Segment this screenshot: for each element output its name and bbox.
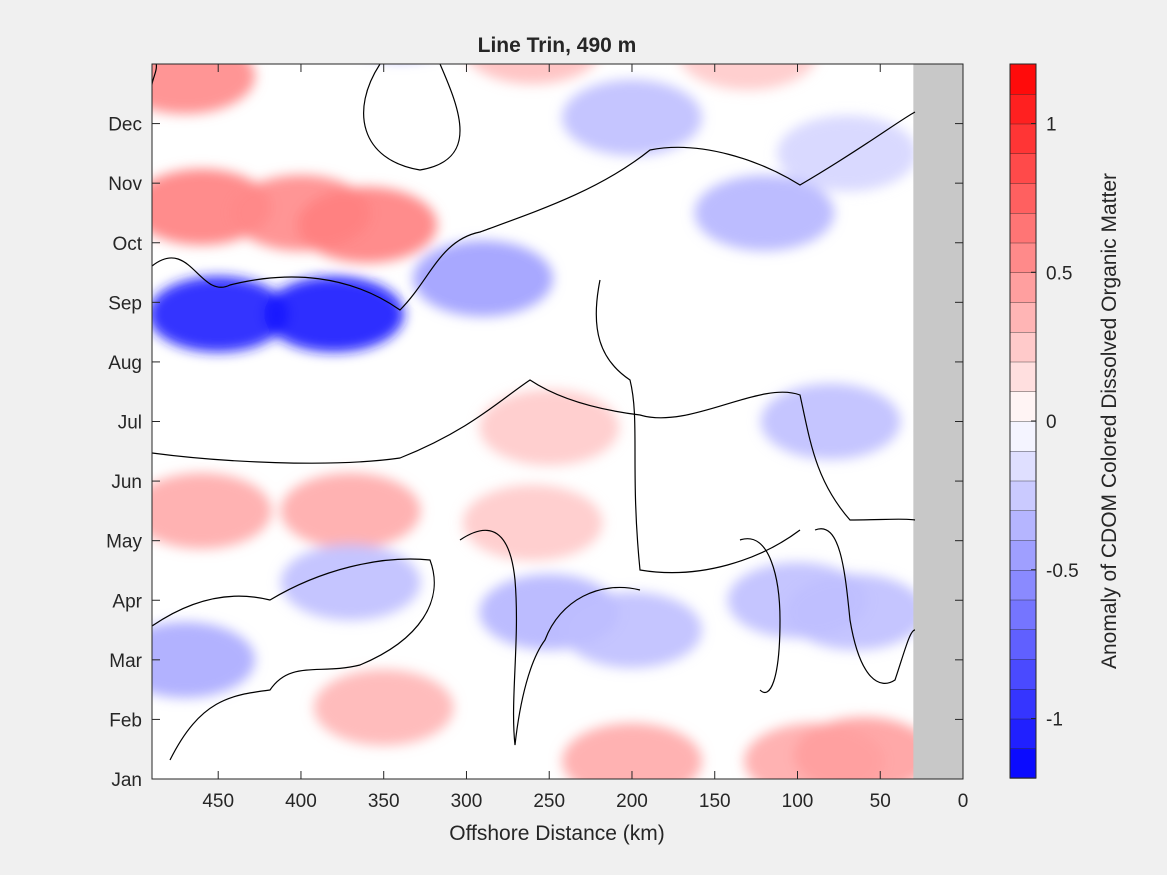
anomaly-feature [681, 64, 815, 91]
colorbar-band [1009, 391, 1037, 422]
colorbar-band [1009, 272, 1037, 303]
anomaly-feature [280, 472, 421, 549]
anomaly-feature [760, 383, 901, 460]
chart-title: Line Trin, 490 m [478, 34, 637, 57]
anomaly-feature [562, 723, 702, 779]
colorbar-band [1009, 510, 1037, 541]
colorbar-band [1009, 93, 1037, 125]
colorbar-band [1009, 361, 1037, 392]
colorbar-band [1009, 748, 1037, 779]
zero-contour-lines [152, 64, 916, 761]
colorbar-band [1009, 599, 1037, 630]
no-data-region [913, 64, 963, 779]
anomaly-feature [462, 484, 603, 561]
x-tick-label: 250 [533, 791, 565, 812]
anomaly-feature [694, 174, 835, 251]
anomaly-feature [280, 544, 421, 621]
colorbar-tick-label: 0 [1046, 412, 1057, 433]
x-tick-label: 0 [958, 791, 969, 812]
anomaly-feature [330, 0, 470, 60]
colorbar-band [1009, 569, 1037, 601]
colorbar-band [1009, 63, 1037, 95]
x-tick-label: 200 [616, 791, 648, 812]
colorbar-band [1009, 331, 1037, 363]
colorbar-band [1009, 182, 1037, 214]
colorbar-band [1009, 539, 1037, 571]
x-tick-label: 100 [782, 791, 814, 812]
colorbar-band [1009, 153, 1037, 184]
anomaly-feature [561, 592, 702, 669]
y-tick-label: Mar [109, 651, 142, 672]
y-tick-label: May [106, 532, 142, 553]
colorbar-tick-label: -0.5 [1046, 561, 1079, 582]
colorbar-band [1009, 450, 1037, 482]
colorbar-label: Anomaly of CDOM Colored Dissolved Organi… [1098, 173, 1121, 669]
axis-ticks: 450 400 350 300 250 200 150 100 50 0 Jan Feb Mar Apr M… [106, 64, 968, 812]
colorbar-band [1009, 688, 1037, 720]
anomaly-feature [777, 115, 918, 192]
x-tick-label: 300 [451, 791, 483, 812]
y-tick-label: Jul [118, 413, 142, 434]
anomaly-feature [785, 574, 926, 651]
anomaly-feature [152, 621, 256, 698]
anomaly-feature [413, 240, 554, 317]
anomaly-feature [297, 186, 438, 263]
y-tick-label: Aug [108, 353, 142, 374]
y-tick-label: Oct [112, 234, 142, 255]
y-tick-label: Dec [108, 115, 142, 136]
colorbar-band [1009, 629, 1037, 660]
anomaly-field [152, 0, 934, 779]
x-tick-label: 350 [368, 791, 400, 812]
colorbar-tick-label: -1 [1046, 710, 1063, 731]
anomaly-feature [479, 389, 620, 466]
x-tick-label: 150 [699, 791, 731, 812]
colorbar-band [1009, 420, 1037, 452]
anomaly-feature [264, 276, 405, 353]
anomaly-feature [313, 669, 454, 746]
colorbar-band [1009, 212, 1037, 244]
colorbar-band [1009, 718, 1037, 749]
colorbar-band [1009, 301, 1037, 333]
anomaly-feature [470, 64, 595, 85]
colorbar-tick-label: 1 [1046, 115, 1057, 136]
anomaly-feature [152, 276, 289, 353]
anomaly-feature [152, 64, 256, 114]
y-tick-label: Sep [108, 293, 142, 314]
y-tick-label: Feb [109, 710, 142, 731]
x-axis-label: Offshore Distance (km) [449, 822, 665, 845]
anomaly-feature [152, 472, 272, 549]
colorbar-band [1009, 123, 1037, 154]
colorbar-band [1009, 480, 1037, 511]
x-tick-label: 50 [870, 791, 891, 812]
anomaly-feature [793, 717, 934, 779]
y-tick-label: Jun [111, 472, 142, 493]
y-tick-label: Nov [108, 174, 142, 195]
colorbar-tick-label: 0.5 [1046, 263, 1072, 284]
x-tick-label: 450 [202, 791, 234, 812]
colorbar: -1 -0.5 0 0.5 1 [1009, 63, 1079, 779]
colorbar-band [1009, 658, 1037, 690]
x-tick-label: 400 [285, 791, 317, 812]
anomaly-feature [561, 79, 702, 156]
y-tick-label: Apr [112, 591, 142, 612]
y-tick-label: Jan [111, 770, 142, 791]
colorbar-band [1009, 242, 1037, 273]
